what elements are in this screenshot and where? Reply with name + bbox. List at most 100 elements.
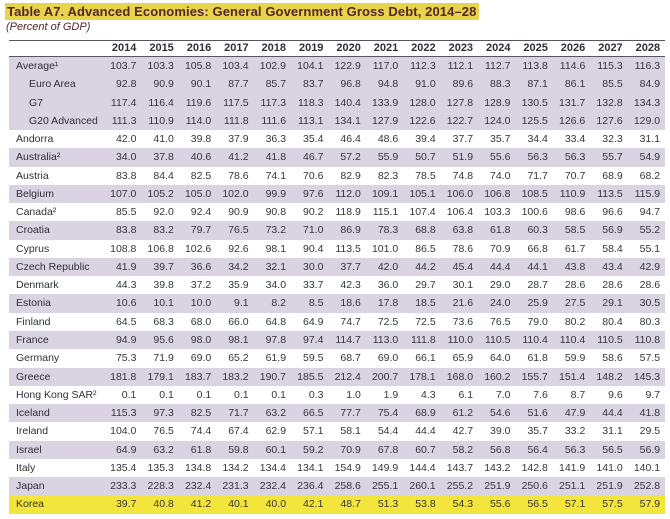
value-cell: 9.7 — [645, 388, 661, 401]
value-cell: 83.8 — [115, 224, 137, 237]
value-cell: 135.4 — [110, 461, 137, 474]
value-cell: 55.6 — [490, 498, 511, 511]
value-cell: 85.5 — [602, 78, 623, 91]
value-cell: 183.2 — [222, 370, 249, 383]
value-cell: 149.9 — [371, 461, 399, 474]
value-cell: 113.1 — [297, 114, 324, 127]
value-cell: 200.7 — [371, 370, 399, 383]
value-cell: 54.3 — [452, 498, 474, 511]
value-cell: 255.2 — [446, 480, 474, 493]
value-cell: 44.4 — [415, 425, 436, 438]
value-cell: 88.3 — [490, 78, 511, 91]
value-cell: 110.4 — [522, 333, 548, 346]
column-header-year: 2026 — [560, 42, 586, 54]
table-row: G20 Advanced 111.3 110.9 114.0 111.8 111.6 113… — [9, 111, 665, 131]
value-cell: 57.1 — [303, 425, 324, 438]
value-cell: 70.6 — [303, 169, 324, 182]
value-cell: 4.3 — [421, 388, 436, 401]
value-cell: 37.7 — [340, 260, 361, 273]
value-cell: 8.2 — [271, 297, 287, 310]
value-cell: 83.2 — [153, 224, 174, 237]
value-cell: 154.9 — [334, 461, 361, 474]
value-cell: 39.8 — [153, 279, 174, 292]
column-header-year: 2018 — [261, 42, 287, 54]
row-label: Korea — [16, 498, 45, 511]
value-cell: 110.9 — [148, 114, 174, 127]
value-cell: 70.9 — [490, 242, 511, 255]
value-cell: 144.4 — [409, 461, 436, 474]
value-cell: 39.7 — [115, 498, 137, 511]
value-cell: 82.5 — [190, 169, 212, 182]
value-cell: 115.1 — [372, 206, 399, 219]
value-cell: 94.9 — [115, 333, 137, 346]
value-cell: 80.4 — [602, 315, 623, 328]
value-cell: 40.0 — [265, 498, 287, 511]
value-cell: 111.8 — [223, 114, 249, 127]
value-cell: 47.9 — [564, 407, 586, 420]
value-cell: 141.0 — [596, 461, 623, 474]
value-cell: 53.8 — [415, 498, 436, 511]
table-title-line: Table A7. Advanced Economies: General Go… — [5, 3, 480, 21]
value-cell: 64.9 — [303, 315, 324, 328]
value-cell: 67.4 — [228, 425, 249, 438]
value-cell: 51.6 — [527, 407, 548, 420]
value-cell: 64.0 — [490, 352, 511, 365]
value-cell: 116.3 — [634, 60, 661, 72]
value-cell: 36.0 — [377, 279, 399, 292]
value-cell: 42.0 — [377, 260, 399, 273]
value-cell: 69.0 — [190, 352, 212, 365]
table-row: Average¹ 103.7 103.3 105.8 103.4 102.9 104.1 12… — [9, 57, 665, 76]
value-cell: 90.2 — [303, 206, 324, 219]
value-cell: 255.1 — [371, 480, 399, 493]
value-cell: 30.1 — [452, 279, 474, 292]
value-cell: 83.7 — [303, 78, 324, 91]
value-cell: 61.8 — [490, 224, 511, 237]
value-cell: 10.1 — [153, 297, 174, 310]
value-cell: 250.6 — [521, 480, 548, 493]
value-cell: 97.3 — [153, 407, 174, 420]
value-cell: 128.9 — [484, 96, 511, 109]
value-cell: 31.1 — [602, 425, 623, 438]
value-cell: 72.5 — [377, 315, 399, 328]
value-cell: 145.3 — [633, 370, 661, 383]
row-label: Andorra — [16, 133, 54, 146]
value-cell: 260.1 — [409, 480, 436, 493]
value-cell: 33.7 — [303, 279, 324, 292]
value-cell: 114.6 — [559, 60, 586, 72]
column-header-year: 2023 — [448, 42, 474, 54]
value-cell: 106.8 — [147, 242, 174, 255]
value-cell: 251.9 — [596, 480, 623, 493]
row-label: Denmark — [16, 279, 59, 292]
value-cell: 24.0 — [490, 297, 511, 310]
row-label: Greece — [16, 370, 51, 383]
value-cell: 108.8 — [110, 242, 137, 255]
row-label: Japan — [16, 480, 45, 493]
value-cell: 79.7 — [190, 224, 212, 237]
value-cell: 65.9 — [452, 352, 474, 365]
value-cell: 100.6 — [521, 206, 548, 219]
row-label: G7 — [29, 96, 44, 109]
column-header-year: 2020 — [336, 42, 361, 54]
column-header-year: 2014 — [111, 42, 137, 54]
value-cell: 41.8 — [639, 407, 661, 420]
value-cell: 41.2 — [228, 151, 249, 164]
value-cell: 134.1 — [297, 461, 324, 474]
value-cell: 55.9 — [377, 151, 399, 164]
value-cell: 142.8 — [521, 461, 548, 474]
row-label: Austria — [16, 169, 49, 182]
value-cell: 110.4 — [559, 333, 586, 346]
value-cell: 44.4 — [490, 260, 511, 273]
table-row: Euro Area 92.8 90.9 90.1 87.7 85.7 83.7 96.8 94.… — [9, 75, 665, 94]
row-label: France — [16, 333, 49, 346]
value-cell: 102.0 — [222, 187, 249, 200]
value-cell: 41.8 — [265, 151, 287, 164]
value-cell: 127.9 — [371, 114, 399, 127]
value-cell: 92.0 — [153, 206, 174, 219]
value-cell: 50.7 — [415, 151, 436, 164]
value-cell: 110.5 — [597, 333, 623, 346]
value-cell: 68.0 — [190, 315, 212, 328]
value-cell: 42.1 — [303, 498, 324, 511]
value-cell: 56.4 — [527, 443, 548, 456]
value-cell: 117.0 — [372, 60, 399, 72]
table-row: Korea 39.7 40.8 41.2 40.1 40.0 42.1 48.7 51.3 53.… — [9, 495, 665, 514]
